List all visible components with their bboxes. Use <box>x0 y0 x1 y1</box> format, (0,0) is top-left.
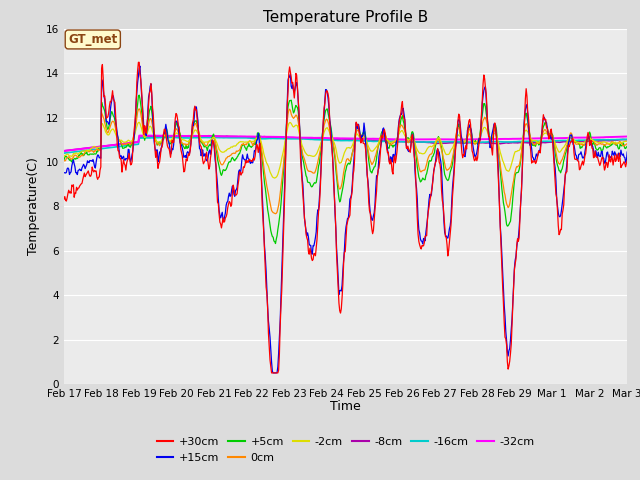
Y-axis label: Temperature(C): Temperature(C) <box>28 157 40 255</box>
Title: Temperature Profile B: Temperature Profile B <box>263 10 428 25</box>
X-axis label: Time: Time <box>330 400 361 413</box>
Text: GT_met: GT_met <box>68 33 117 46</box>
Legend: +30cm, +15cm, +5cm, 0cm, -2cm, -8cm, -16cm, -32cm: +30cm, +15cm, +5cm, 0cm, -2cm, -8cm, -16… <box>152 433 539 467</box>
